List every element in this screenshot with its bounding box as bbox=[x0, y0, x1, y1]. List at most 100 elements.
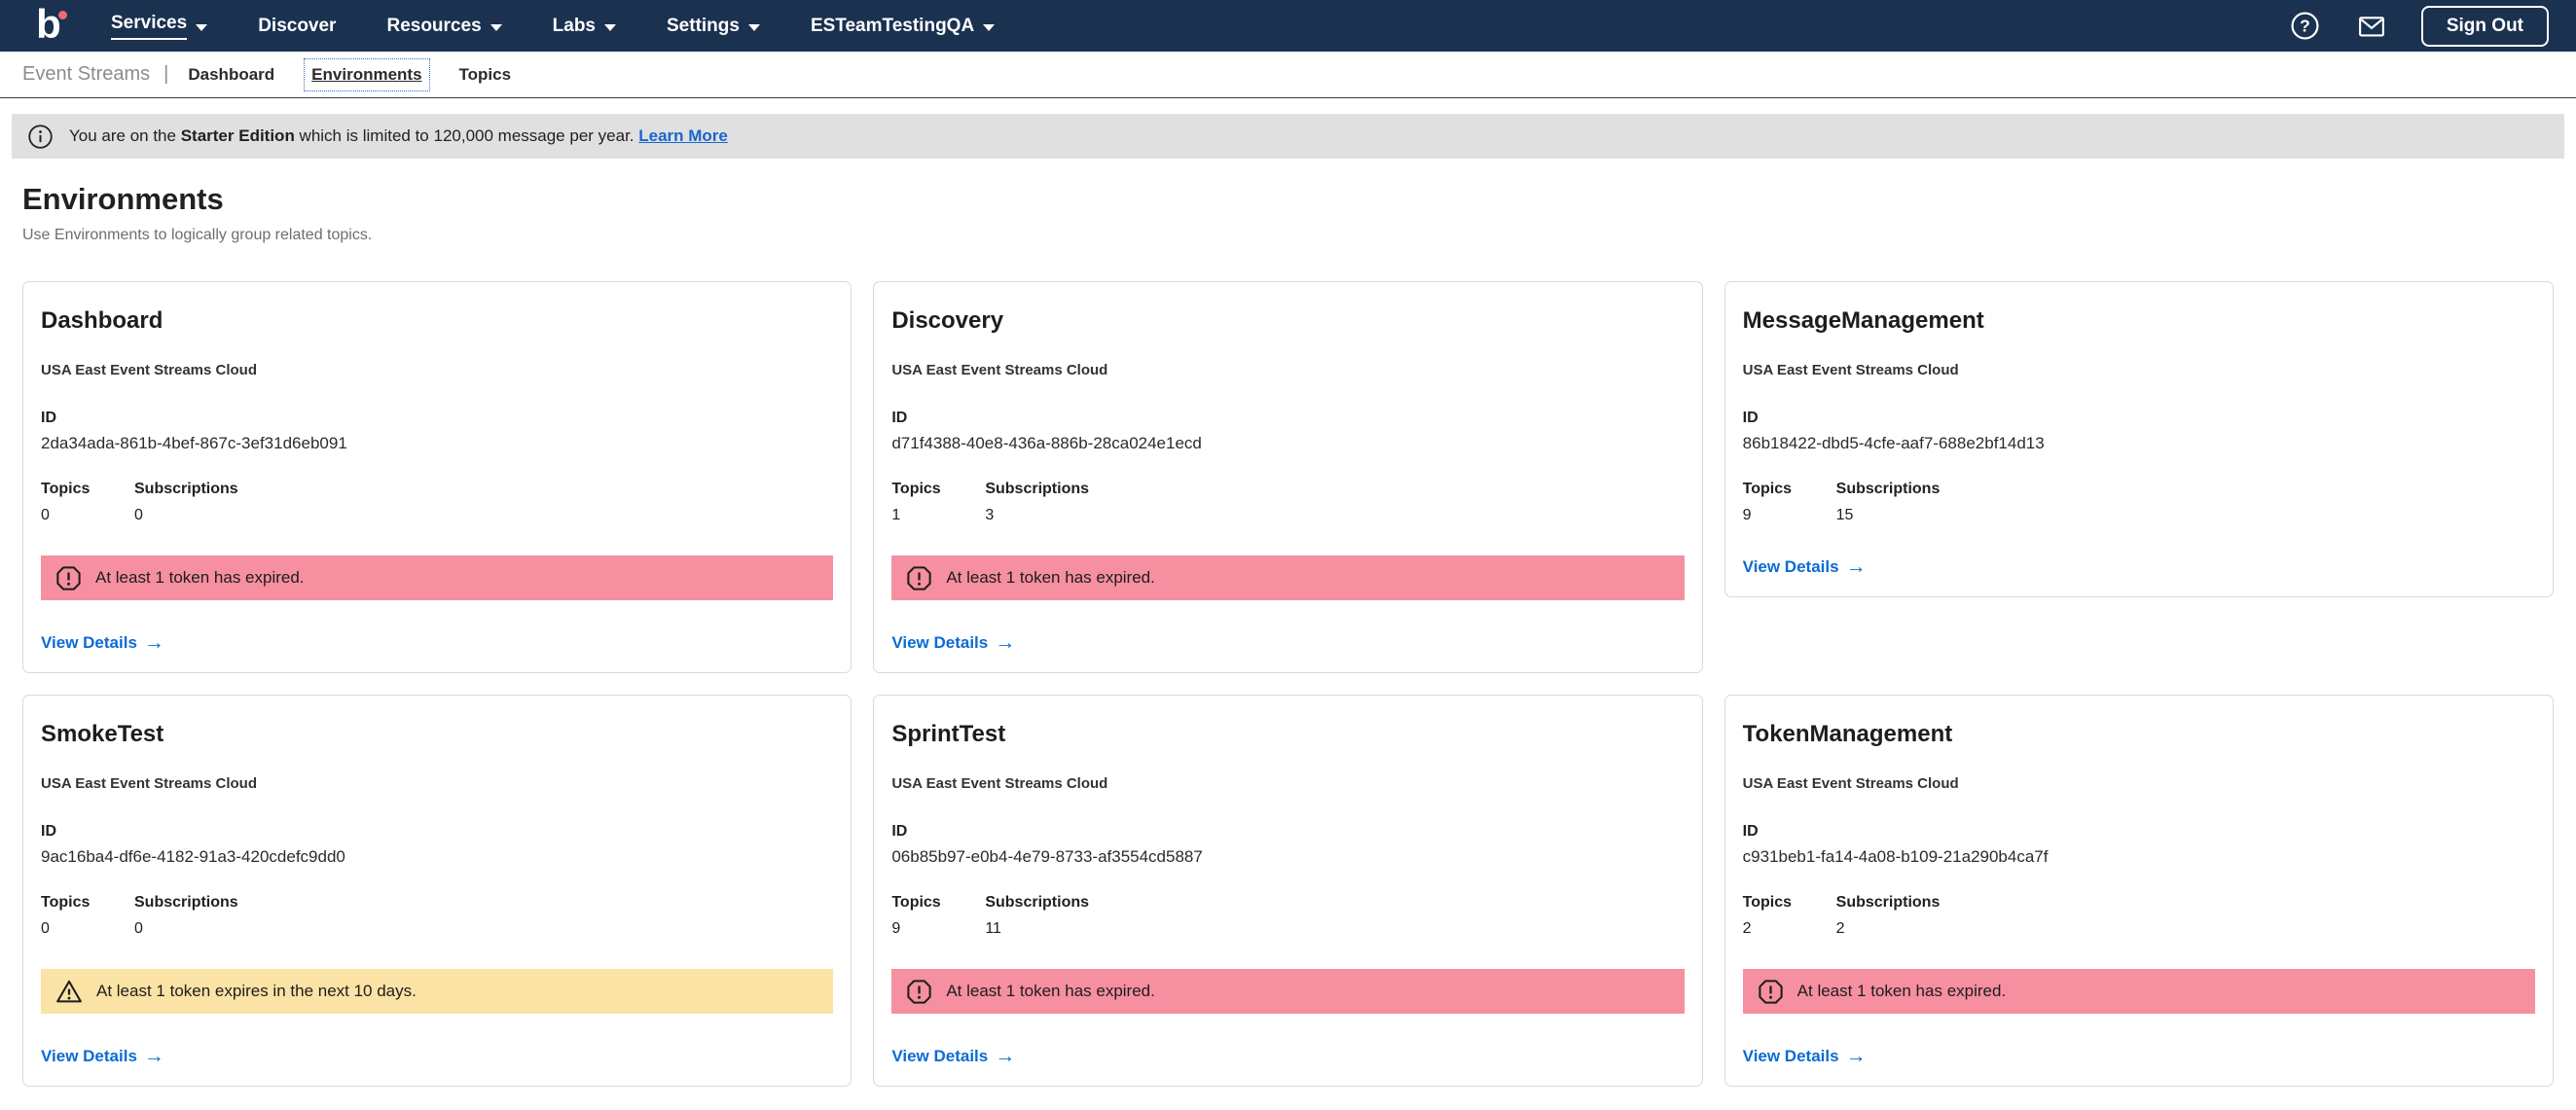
environment-name: SprintTest bbox=[891, 721, 1006, 747]
menu-item-label: Resources bbox=[386, 15, 482, 36]
error-octagon-icon bbox=[1757, 978, 1785, 1006]
menu-item-labs[interactable]: Labs bbox=[553, 16, 616, 37]
view-details-label: View Details bbox=[41, 1047, 137, 1065]
warning-triangle-icon bbox=[54, 978, 84, 1006]
environment-cloud: USA East Event Streams Cloud bbox=[1742, 362, 1959, 378]
tab-dashboard[interactable]: Dashboard bbox=[188, 64, 275, 84]
error-octagon-icon bbox=[905, 978, 933, 1006]
environment-cloud: USA East Event Streams Cloud bbox=[41, 362, 258, 378]
subscriptions-stat: Subscriptions 11 bbox=[985, 894, 1089, 938]
tab-environments[interactable]: Environments bbox=[304, 57, 430, 91]
card-alert: At least 1 token has expired. bbox=[41, 555, 834, 600]
subscriptions-count: 0 bbox=[134, 920, 143, 937]
subscriptions-label: Subscriptions bbox=[1835, 894, 1941, 911]
environment-name: Dashboard bbox=[41, 307, 163, 334]
topics-count: 2 bbox=[1742, 920, 1752, 937]
environment-name: TokenManagement bbox=[1742, 721, 1953, 747]
alert-text: At least 1 token has expired. bbox=[946, 568, 1155, 587]
card-alert: At least 1 token has expired. bbox=[891, 555, 1685, 600]
menu-item-account[interactable]: ESTeamTestingQA bbox=[810, 15, 996, 37]
environment-cloud: USA East Event Streams Cloud bbox=[891, 362, 1108, 378]
arrow-right-icon: → bbox=[995, 631, 1016, 654]
id-label: ID bbox=[1742, 410, 1759, 426]
topics-count: 0 bbox=[41, 920, 50, 937]
view-details-link[interactable]: View Details → bbox=[891, 631, 1016, 654]
card-alert: At least 1 token expires in the next 10 … bbox=[41, 969, 834, 1014]
environment-stats: Topics 9 Subscriptions 15 bbox=[1743, 481, 2535, 524]
environment-name: SmokeTest bbox=[41, 721, 164, 747]
arrow-right-icon: → bbox=[143, 1045, 164, 1067]
environment-card: MessageManagement USA East Event Streams… bbox=[1723, 281, 2554, 597]
view-details-link[interactable]: View Details → bbox=[1743, 1045, 1867, 1067]
banner-text: You are on the Starter Edition which is … bbox=[69, 126, 728, 146]
topics-label: Topics bbox=[1742, 894, 1793, 911]
subscriptions-count: 11 bbox=[985, 920, 1001, 937]
menu-item-settings[interactable]: Settings bbox=[667, 16, 760, 37]
subscriptions-label: Subscriptions bbox=[985, 481, 1090, 497]
subscriptions-label: Subscriptions bbox=[134, 894, 238, 911]
environment-cloud: USA East Event Streams Cloud bbox=[891, 775, 1108, 792]
environment-card: Discovery USA East Event Streams Cloud I… bbox=[873, 281, 1703, 673]
environment-stats: Topics 0 Subscriptions 0 bbox=[41, 481, 833, 524]
view-details-label: View Details bbox=[891, 1047, 989, 1065]
chevron-down-icon bbox=[983, 23, 996, 31]
info-icon bbox=[27, 124, 54, 150]
card-alert: At least 1 token has expired. bbox=[891, 969, 1685, 1014]
view-details-link[interactable]: View Details → bbox=[41, 632, 164, 653]
boomi-logo[interactable]: b bbox=[27, 3, 70, 48]
learn-more-link[interactable]: Learn More bbox=[638, 126, 728, 145]
subscriptions-stat: Subscriptions 15 bbox=[1836, 481, 1941, 524]
topics-stat: Topics 0 bbox=[41, 481, 134, 524]
alert-text: At least 1 token has expired. bbox=[946, 982, 1155, 1000]
environment-stats: Topics 0 Subscriptions 0 bbox=[41, 894, 833, 938]
environment-id: 9ac16ba4-df6e-4182-91a3-420cdefc9dd0 bbox=[41, 847, 345, 866]
arrow-right-icon: → bbox=[1845, 1045, 1867, 1067]
topics-stat: Topics 0 bbox=[41, 894, 134, 938]
environment-id: d71f4388-40e8-436a-886b-28ca024e1ecd bbox=[891, 434, 1202, 452]
id-label: ID bbox=[891, 410, 908, 426]
subnav-divider: | bbox=[163, 63, 169, 85]
environment-name: Discovery bbox=[891, 307, 1004, 334]
tab-topics[interactable]: Topics bbox=[458, 64, 512, 84]
environment-stats: Topics 9 Subscriptions 11 bbox=[891, 894, 1684, 938]
subscriptions-count: 3 bbox=[985, 507, 995, 523]
sign-out-button[interactable]: Sign Out bbox=[2420, 5, 2549, 47]
mail-icon[interactable] bbox=[2355, 10, 2388, 43]
logo-dot-icon bbox=[58, 10, 67, 19]
svg-text:?: ? bbox=[2301, 16, 2311, 35]
environment-card: SprintTest USA East Event Streams Cloud … bbox=[873, 695, 1703, 1087]
menu-item-label: ESTeamTestingQA bbox=[810, 15, 975, 36]
environment-card: SmokeTest USA East Event Streams Cloud I… bbox=[22, 695, 853, 1087]
alert-text: At least 1 token expires in the next 10 … bbox=[96, 982, 417, 1000]
environment-name: MessageManagement bbox=[1742, 307, 1984, 334]
subscriptions-label: Subscriptions bbox=[1835, 481, 1941, 497]
topics-label: Topics bbox=[1742, 481, 1793, 497]
subnav-section-title: Event Streams bbox=[22, 63, 151, 85]
menu-item-label: Services bbox=[111, 13, 188, 40]
menu-item-services[interactable]: Services bbox=[111, 13, 208, 40]
edition-banner: You are on the Starter Edition which is … bbox=[12, 114, 2564, 159]
menu-item-resources[interactable]: Resources bbox=[386, 15, 502, 37]
view-details-label: View Details bbox=[891, 633, 989, 652]
subscriptions-count: 0 bbox=[134, 507, 143, 523]
help-icon[interactable]: ? bbox=[2289, 10, 2322, 43]
subscriptions-count: 15 bbox=[1835, 507, 1854, 523]
environment-id: c931beb1-fa14-4a08-b109-21a290b4ca7f bbox=[1742, 847, 2049, 866]
view-details-link[interactable]: View Details → bbox=[41, 1045, 164, 1067]
subscriptions-stat: Subscriptions 3 bbox=[985, 481, 1089, 524]
nav-right-actions: ? Sign Out bbox=[2289, 5, 2549, 47]
view-details-link[interactable]: View Details → bbox=[1743, 556, 1867, 577]
page-subtitle: Use Environments to logically group rela… bbox=[22, 227, 373, 243]
environment-card: TokenManagement USA East Event Streams C… bbox=[1723, 695, 2554, 1087]
topics-stat: Topics 9 bbox=[1743, 481, 1836, 524]
topics-label: Topics bbox=[891, 894, 941, 911]
main-menu: Services Discover Resources Labs Setting… bbox=[111, 13, 996, 40]
view-details-link[interactable]: View Details → bbox=[891, 1046, 1015, 1066]
menu-item-discover[interactable]: Discover bbox=[258, 16, 336, 37]
topics-count: 1 bbox=[891, 507, 901, 523]
menu-item-label: Labs bbox=[552, 15, 596, 36]
subscriptions-stat: Subscriptions 2 bbox=[1836, 894, 1941, 938]
sub-nav: Event Streams | Dashboard Environments T… bbox=[0, 52, 2576, 98]
subscriptions-count: 2 bbox=[1835, 920, 1845, 937]
topics-label: Topics bbox=[41, 894, 91, 911]
